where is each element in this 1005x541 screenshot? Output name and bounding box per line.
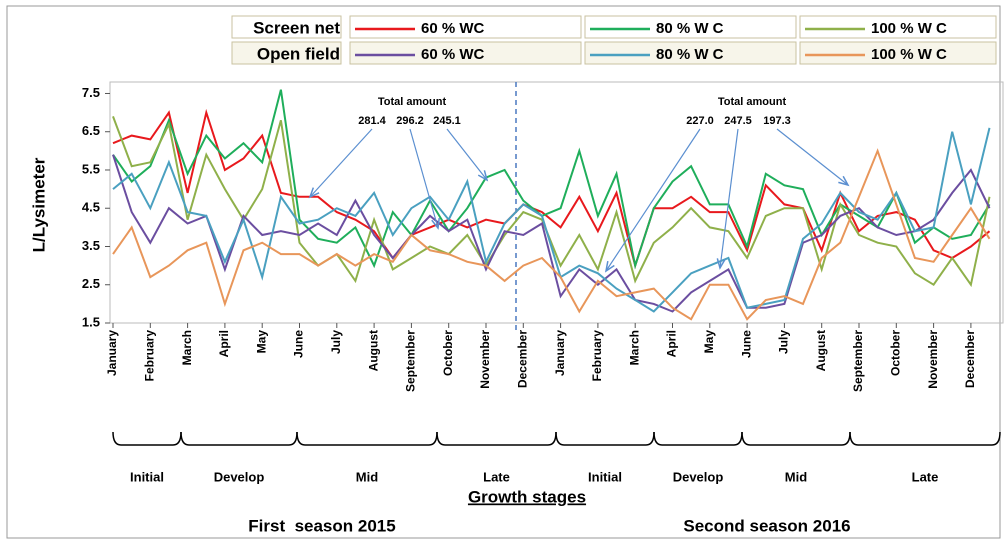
- season-label: Second season 2016: [683, 516, 850, 535]
- annotation-arrow: [446, 128, 488, 181]
- legend-cell: [584, 41, 797, 65]
- stage-bracket: [555, 431, 655, 446]
- annotation-arrow: [309, 128, 373, 198]
- arrow-head: [308, 187, 320, 199]
- arrow-head: [431, 217, 440, 230]
- annotation-arrow: [409, 128, 439, 229]
- plot-area: [109, 81, 1004, 324]
- annotation-arrow: [776, 128, 849, 186]
- x-tick-label: May: [254, 330, 268, 354]
- stage-bracket: [112, 431, 182, 446]
- x-tick-label: April: [217, 330, 231, 357]
- x-axis-title: Growth stages: [468, 487, 586, 506]
- x-tick-label: February: [590, 330, 604, 382]
- x-tick-label: August: [814, 330, 828, 371]
- stage-label: Initial: [130, 469, 164, 484]
- stage-bracket: [741, 431, 851, 446]
- stage-label: Develop: [673, 469, 724, 484]
- annotation-total: 197.3: [763, 115, 791, 127]
- stage-bracket: [653, 431, 743, 446]
- x-tick-label: March: [180, 330, 194, 365]
- annotation-title: Total amount: [718, 96, 787, 108]
- legend-group-label: Screen net: [253, 18, 340, 37]
- stage-bracket: [849, 431, 1001, 446]
- x-tick-label: October: [441, 330, 455, 376]
- legend-label: 60 % WC: [421, 46, 485, 63]
- y-tick-label: 1.5: [82, 314, 100, 329]
- annotation-total: 296.2: [396, 115, 424, 127]
- series-line: [112, 154, 991, 313]
- annotation-arrow: [719, 128, 739, 269]
- legend-label: 80 % W C: [656, 46, 724, 63]
- season-label: First season 2015: [248, 516, 395, 535]
- stage-label: Late: [912, 469, 939, 484]
- annotation-title: Total amount: [378, 96, 447, 108]
- legend-cell: [231, 41, 342, 65]
- y-tick-label: 2.5: [82, 276, 100, 291]
- x-tick-label: June: [292, 330, 306, 358]
- arrow-head: [838, 175, 850, 187]
- stage-label: Late: [483, 469, 510, 484]
- series-line: [112, 89, 991, 270]
- arrow-head: [716, 258, 726, 270]
- x-tick-label: January: [105, 330, 119, 376]
- legend-cell: [349, 15, 582, 39]
- y-tick-label: 4.5: [82, 200, 100, 215]
- x-tick-label: December: [515, 330, 529, 388]
- chart-border: [6, 5, 1001, 539]
- stage-bracket: [296, 431, 438, 446]
- series-line: [112, 116, 991, 288]
- legend-group-label: Open field: [257, 44, 340, 63]
- y-axis-title: L/Lysimeter: [29, 157, 48, 252]
- x-tick-label: September: [404, 330, 418, 392]
- legend-label: 100 % W C: [871, 46, 947, 63]
- y-tick-label: 5.5: [82, 161, 100, 176]
- series-line: [112, 148, 991, 321]
- annotation-total: 247.5: [724, 115, 752, 127]
- stage-label: Initial: [588, 469, 622, 484]
- legend-label: 100 % W C: [871, 20, 947, 37]
- x-tick-label: December: [963, 330, 977, 388]
- series-line: [112, 127, 991, 313]
- x-tick-label: August: [366, 330, 380, 371]
- y-tick-label: 7.5: [82, 85, 100, 100]
- stage-bracket: [180, 431, 298, 446]
- x-tick-label: April: [665, 330, 679, 357]
- legend-cell: [584, 15, 797, 39]
- x-tick-label: January: [553, 330, 567, 376]
- annotation-total: 245.1: [433, 115, 461, 127]
- x-tick-label: November: [926, 330, 940, 389]
- x-tick-label: July: [329, 330, 343, 354]
- legend-label: 80 % W C: [656, 20, 724, 37]
- y-tick-label: 3.5: [82, 238, 100, 253]
- stage-label: Develop: [214, 469, 265, 484]
- x-tick-label: November: [478, 330, 492, 389]
- x-tick-label: October: [888, 330, 902, 376]
- legend-cell: [799, 41, 997, 65]
- x-tick-label: March: [627, 330, 641, 365]
- legend-cell: [799, 15, 997, 39]
- x-tick-label: June: [739, 330, 753, 358]
- stage-label: Mid: [356, 469, 378, 484]
- legend-cell: [349, 41, 582, 65]
- annotation-total: 227.0: [686, 115, 714, 127]
- annotation-arrow: [605, 128, 701, 272]
- series-line: [112, 108, 991, 270]
- x-tick-label: May: [702, 330, 716, 354]
- x-tick-label: September: [851, 330, 865, 392]
- stage-label: Mid: [785, 469, 807, 484]
- annotation-total: 281.4: [358, 115, 386, 127]
- x-tick-label: February: [142, 330, 156, 382]
- arrow-head: [477, 170, 489, 182]
- x-tick-label: July: [777, 330, 791, 354]
- legend-label: 60 % WC: [421, 20, 485, 37]
- stage-bracket: [436, 431, 557, 446]
- arrow-head: [604, 261, 615, 273]
- y-tick-label: 6.5: [82, 123, 100, 138]
- legend-cell: [231, 15, 342, 39]
